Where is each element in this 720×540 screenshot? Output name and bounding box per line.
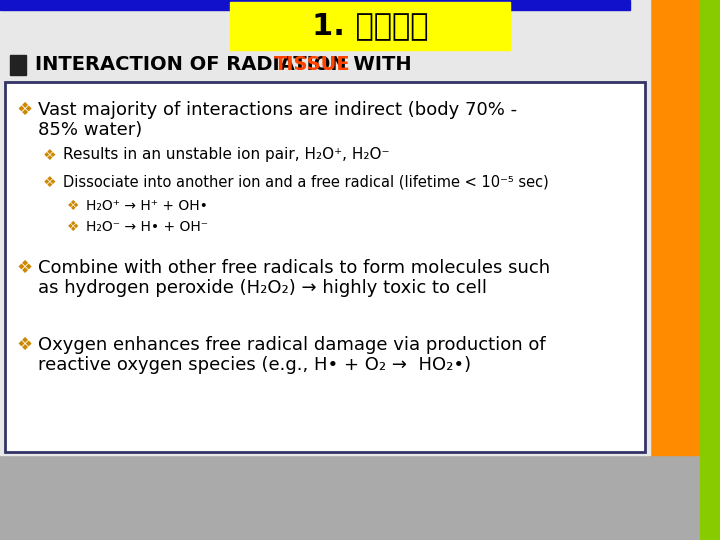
Bar — [648, 0, 720, 455]
Text: reactive oxygen species (e.g., H• + O₂ →  HO₂•): reactive oxygen species (e.g., H• + O₂ →… — [38, 356, 471, 374]
Text: INTERACTION OF RADIATION WITH: INTERACTION OF RADIATION WITH — [35, 55, 418, 73]
Text: Dissociate into another ion and a free radical (lifetime < 10⁻⁵ sec): Dissociate into another ion and a free r… — [63, 174, 549, 190]
Text: H₂O⁻ → H• + OH⁻: H₂O⁻ → H• + OH⁻ — [86, 220, 208, 234]
Text: ❖: ❖ — [67, 220, 79, 234]
Text: H₂O⁺ → H⁺ + OH•: H₂O⁺ → H⁺ + OH• — [86, 199, 208, 213]
Bar — [0, 0, 630, 10]
FancyBboxPatch shape — [5, 82, 645, 452]
Text: Vast majority of interactions are indirect (body 70% -: Vast majority of interactions are indire… — [38, 101, 517, 119]
Text: ❖: ❖ — [43, 174, 57, 190]
Text: TISSUE: TISSUE — [274, 55, 350, 73]
Text: Combine with other free radicals to form molecules such: Combine with other free radicals to form… — [38, 259, 550, 277]
Bar — [10, 55, 26, 75]
Bar — [0, 0, 720, 20]
Text: ❖: ❖ — [17, 101, 33, 119]
Text: Results in an unstable ion pair, H₂O⁺, H₂O⁻: Results in an unstable ion pair, H₂O⁺, H… — [63, 147, 390, 163]
Text: ❖: ❖ — [17, 336, 33, 354]
Text: ❖: ❖ — [17, 259, 33, 277]
Bar — [230, 2, 510, 50]
Text: ❖: ❖ — [67, 199, 79, 213]
Bar — [5, 48, 648, 80]
Text: 85% water): 85% water) — [38, 121, 143, 139]
Text: ❖: ❖ — [43, 147, 57, 163]
Bar — [0, 0, 650, 455]
Text: Oxygen enhances free radical damage via production of: Oxygen enhances free radical damage via … — [38, 336, 546, 354]
Text: 1. 基本知識: 1. 基本知識 — [312, 11, 428, 40]
Text: as hydrogen peroxide (H₂O₂) → highly toxic to cell: as hydrogen peroxide (H₂O₂) → highly tox… — [38, 279, 487, 297]
Bar — [700, 0, 720, 540]
